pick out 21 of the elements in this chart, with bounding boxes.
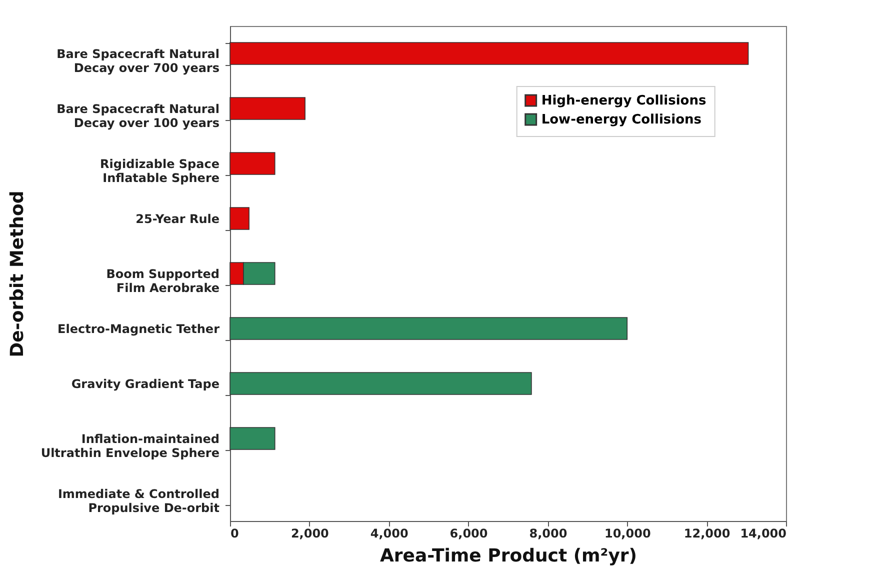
x-tick-label: 2,000 — [290, 526, 329, 540]
x-tick-label: 8,000 — [529, 526, 568, 540]
x-tick-label: 0 — [230, 526, 239, 540]
x-axis-title: Area-Time Product (m²yr) — [380, 546, 638, 566]
y-tick-label: Boom Supported Film Aerobrake — [106, 267, 220, 295]
x-tick-label: 10,000 — [604, 526, 651, 540]
y-tick-label: Electro-Magnetic Tether — [58, 322, 220, 336]
y-tick-label: Immediate & Controlled Propulsive De-orbit — [58, 487, 220, 515]
y-tick-label: Rigidizable Space Inflatable Sphere — [100, 157, 220, 185]
legend-label: High-energy Collisions — [541, 94, 706, 108]
y-tick-label: Bare Spacecraft Natural Decay over 700 years — [56, 47, 220, 75]
y-tick-label: 25-Year Rule — [136, 212, 220, 226]
y-tick-label: Bare Spacecraft Natural Decay over 100 years — [56, 102, 220, 130]
legend-label: Low-energy Collisions — [541, 112, 702, 128]
x-tick-label: 12,000 — [684, 526, 730, 540]
x-tick-label: 14,000 — [740, 526, 786, 540]
y-tick-label: Gravity Gradient Tape — [71, 377, 220, 391]
y-tick-label: Inflation-maintained Ultrathin Envelope Sphere — [40, 432, 220, 460]
x-tick-label: 6,000 — [450, 526, 488, 540]
y-axis-title: De-orbit Method — [6, 190, 28, 358]
x-tick-label: 4,000 — [370, 526, 408, 540]
